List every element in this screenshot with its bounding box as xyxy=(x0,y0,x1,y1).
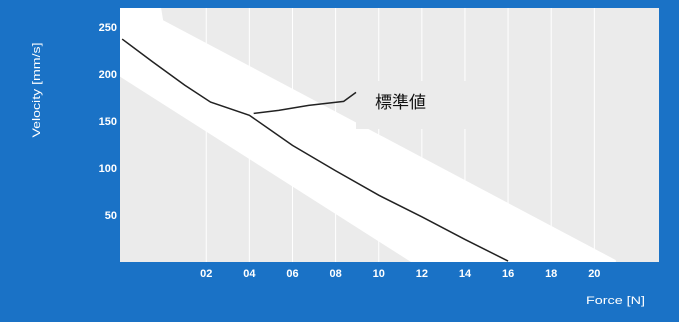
annotation-leader-line xyxy=(253,91,357,115)
y-tick-label: 100 xyxy=(99,163,117,175)
y-tick-label: 200 xyxy=(99,69,117,81)
x-tick-label: 20 xyxy=(588,268,600,280)
gridlines xyxy=(205,8,595,262)
annotation-box xyxy=(356,81,474,129)
y-axis-title: Velocity [mm/s] xyxy=(31,43,43,138)
x-tick-label: 08 xyxy=(329,268,341,280)
annotation-callout: 標準値 xyxy=(253,81,474,129)
x-tick-label: 10 xyxy=(373,268,385,280)
x-axis-title: Force [N] xyxy=(586,295,645,307)
annotation-label: 標準値 xyxy=(375,93,426,113)
operating-band xyxy=(120,8,616,262)
x-tick-label: 02 xyxy=(200,268,212,280)
x-tick-label: 16 xyxy=(502,268,514,280)
x-tick-labels: 02 04 06 08 10 12 14 16 18 20 xyxy=(200,268,600,280)
velocity-curve xyxy=(121,38,509,262)
x-tick-label: 06 xyxy=(286,268,298,280)
y-tick-label: 250 xyxy=(99,22,117,34)
x-tick-label: 18 xyxy=(545,268,557,280)
x-tick-label: 04 xyxy=(243,268,256,280)
x-tick-label: 12 xyxy=(416,268,428,280)
y-tick-labels: 50 100 150 200 250 xyxy=(99,22,117,222)
y-tick-label: 50 xyxy=(105,210,117,222)
y-tick-label: 150 xyxy=(99,116,117,128)
x-tick-label: 14 xyxy=(459,268,472,280)
